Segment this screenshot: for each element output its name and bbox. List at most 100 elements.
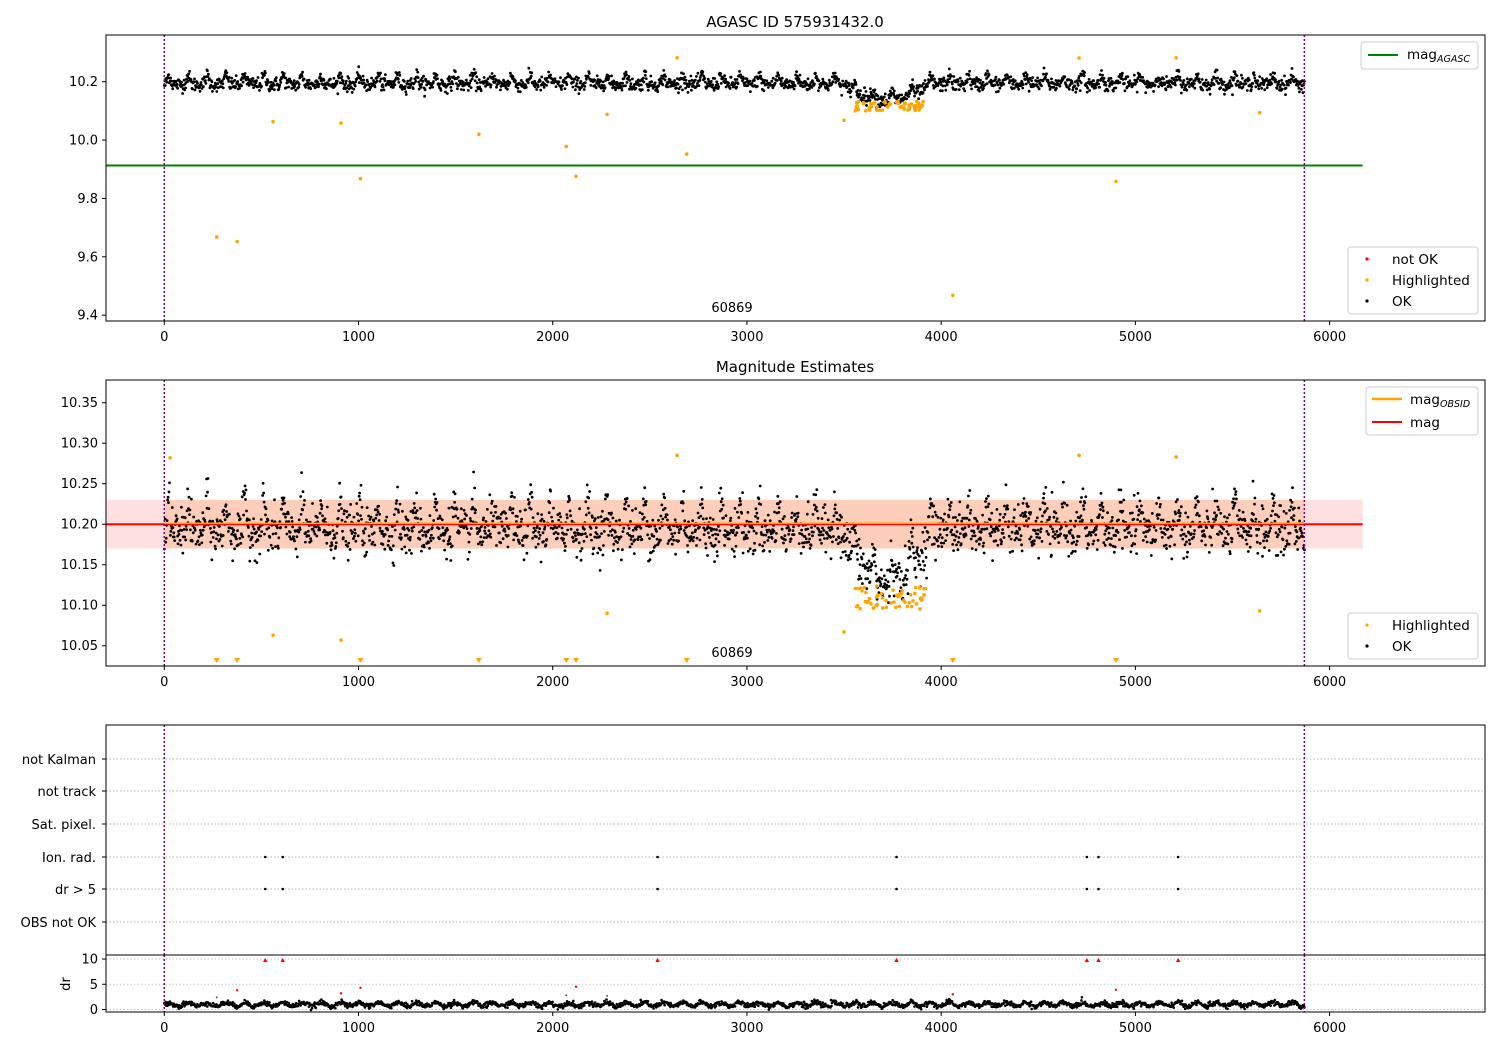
- ok-point: [419, 517, 423, 521]
- ok-point: [450, 89, 453, 92]
- ok-point: [1231, 500, 1234, 504]
- ok-point: [416, 70, 420, 74]
- ok-point: [355, 71, 359, 74]
- ok-point: [839, 540, 842, 544]
- ok-point: [266, 518, 270, 522]
- ok-point: [494, 505, 498, 508]
- highlighted-point: [879, 591, 884, 596]
- ok-point: [712, 88, 716, 92]
- ok-point: [1135, 505, 1139, 509]
- ok-point: [907, 539, 911, 543]
- ok-point: [1187, 81, 1191, 85]
- ok-point: [534, 529, 537, 532]
- ok-point: [1083, 501, 1087, 505]
- ok-point: [855, 552, 859, 556]
- ok-point: [431, 536, 435, 540]
- ok-point: [204, 79, 207, 83]
- ok-point: [837, 536, 841, 540]
- ok-point: [625, 81, 629, 84]
- ok-point: [1227, 513, 1231, 517]
- ok-point: [396, 77, 400, 81]
- highlighted-point: [905, 604, 910, 609]
- ok-point: [567, 496, 571, 500]
- ok-point: [674, 552, 677, 556]
- highlighted-point: [860, 589, 864, 593]
- ok-point: [823, 537, 826, 540]
- ok-point: [682, 489, 686, 493]
- ok-point: [715, 528, 718, 532]
- ok-point: [838, 518, 841, 522]
- ok-point: [1150, 541, 1154, 545]
- ok-point: [255, 530, 258, 534]
- ok-point: [706, 77, 710, 81]
- x-tick-label: 5000: [1119, 675, 1152, 690]
- ok-point: [323, 517, 327, 521]
- ok-point: [1219, 77, 1223, 81]
- ok-point: [297, 85, 301, 89]
- ok-point: [800, 533, 804, 536]
- highlighted-point: [856, 107, 861, 112]
- ok-point: [586, 75, 590, 79]
- ok-point: [838, 513, 842, 517]
- ok-point: [841, 79, 845, 83]
- ok-point: [805, 512, 809, 516]
- ok-point: [970, 87, 973, 91]
- ok-point: [1007, 534, 1011, 538]
- ok-point: [717, 85, 721, 88]
- ok-point: [939, 541, 943, 545]
- ok-point: [1142, 517, 1146, 521]
- ok-point: [518, 509, 522, 513]
- ok-point: [545, 76, 549, 80]
- ok-point: [911, 545, 915, 549]
- ok-point: [808, 547, 812, 550]
- ok-point: [839, 556, 843, 560]
- ok-point: [577, 76, 580, 80]
- ok-point: [1104, 83, 1108, 87]
- ok-point: [1100, 503, 1103, 507]
- ok-point: [414, 80, 418, 83]
- ok-point: [922, 568, 926, 572]
- ok-point: [683, 75, 687, 79]
- ok-point: [677, 539, 680, 543]
- ok-point: [441, 526, 445, 529]
- ok-point: [832, 535, 835, 538]
- ok-point: [1059, 81, 1063, 85]
- ok-point: [1292, 514, 1296, 517]
- ok-point: [759, 503, 763, 506]
- ok-point: [723, 544, 726, 547]
- ok-point: [242, 513, 246, 517]
- ok-point: [1132, 493, 1136, 497]
- ok-point: [736, 510, 739, 514]
- ok-point: [1014, 531, 1017, 535]
- ok-point: [900, 570, 903, 573]
- ok-point: [748, 79, 752, 83]
- ok-point: [591, 552, 595, 556]
- ok-point: [1110, 537, 1113, 540]
- ok-point: [1267, 549, 1271, 552]
- ok-point: [171, 526, 175, 529]
- ok-point: [581, 532, 584, 536]
- ok-point: [264, 513, 267, 517]
- ok-point: [175, 517, 179, 521]
- ok-point: [833, 503, 837, 507]
- ok-point: [979, 530, 983, 534]
- ok-point: [639, 535, 642, 539]
- ok-point: [690, 537, 694, 541]
- ok-point: [606, 493, 610, 496]
- ok-point: [1129, 550, 1133, 554]
- ok-point: [1050, 77, 1053, 81]
- ok-point: [1085, 526, 1089, 529]
- ok-point: [520, 539, 524, 542]
- ok-point: [745, 519, 749, 523]
- ok-point: [738, 497, 742, 500]
- ok-point: [379, 71, 382, 75]
- ok-point: [418, 530, 421, 534]
- ok-point: [816, 516, 820, 520]
- offscale-marker: [234, 658, 241, 663]
- ok-point: [467, 540, 471, 544]
- ok-point: [407, 529, 411, 532]
- ok-point: [813, 82, 816, 86]
- ok-point: [778, 500, 782, 504]
- ok-point: [1053, 533, 1057, 536]
- ok-point: [978, 89, 981, 93]
